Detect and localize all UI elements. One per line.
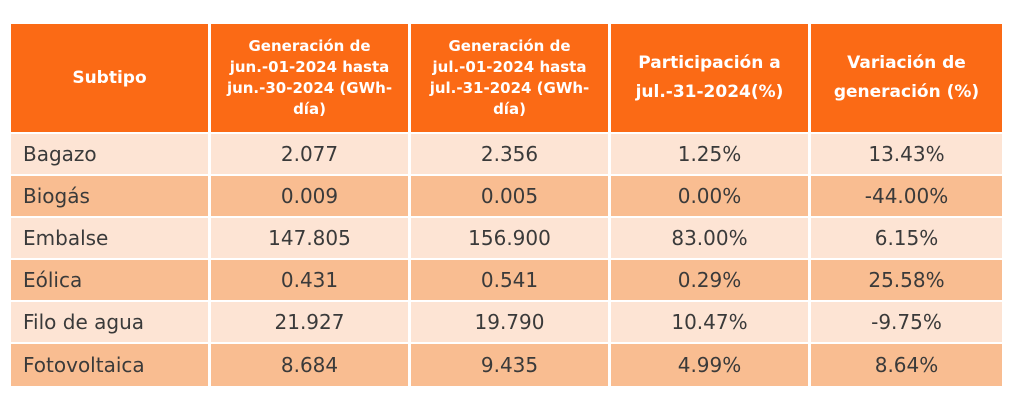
row-eolica-participation: 0.29% <box>611 260 811 302</box>
row-bagazo-july: 2.356 <box>411 134 611 176</box>
row-biogas-june: 0.009 <box>211 176 411 218</box>
row-filo-de-agua-june: 21.927 <box>211 302 411 344</box>
row-bagazo-june: 2.077 <box>211 134 411 176</box>
row-embalse-june: 147.805 <box>211 218 411 260</box>
row-biogas-july: 0.005 <box>411 176 611 218</box>
header-generation-june: Generación de jun.-01-2024 hasta jun.-30… <box>211 24 411 134</box>
row-fotovoltaica-june: 8.684 <box>211 344 411 388</box>
row-embalse-participation: 83.00% <box>611 218 811 260</box>
row-eolica-variation: 25.58% <box>811 260 1002 302</box>
row-fotovoltaica-july: 9.435 <box>411 344 611 388</box>
row-biogas-variation: -44.00% <box>811 176 1002 218</box>
row-filo-de-agua-july: 19.790 <box>411 302 611 344</box>
header-variation: Variación de generación (%) <box>811 24 1002 134</box>
row-eolica-june: 0.431 <box>211 260 411 302</box>
row-fotovoltaica-participation: 4.99% <box>611 344 811 388</box>
header-generation-july: Generación de jul.-01-2024 hasta jul.-31… <box>411 24 611 134</box>
row-embalse-subtipo: Embalse <box>11 218 211 260</box>
row-eolica-subtipo: Eólica <box>11 260 211 302</box>
row-filo-de-agua-subtipo: Filo de agua <box>11 302 211 344</box>
row-fotovoltaica-subtipo: Fotovoltaica <box>11 344 211 388</box>
generation-table: Subtipo Generación de jun.-01-2024 hasta… <box>11 24 1002 388</box>
row-eolica-july: 0.541 <box>411 260 611 302</box>
row-embalse-july: 156.900 <box>411 218 611 260</box>
row-bagazo-variation: 13.43% <box>811 134 1002 176</box>
header-subtipo: Subtipo <box>11 24 211 134</box>
row-bagazo-subtipo: Bagazo <box>11 134 211 176</box>
row-filo-de-agua-participation: 10.47% <box>611 302 811 344</box>
row-filo-de-agua-variation: -9.75% <box>811 302 1002 344</box>
row-biogas-subtipo: Biogás <box>11 176 211 218</box>
row-embalse-variation: 6.15% <box>811 218 1002 260</box>
row-fotovoltaica-variation: 8.64% <box>811 344 1002 388</box>
row-biogas-participation: 0.00% <box>611 176 811 218</box>
header-participation: Participación a jul.-31-2024(%) <box>611 24 811 134</box>
row-bagazo-participation: 1.25% <box>611 134 811 176</box>
